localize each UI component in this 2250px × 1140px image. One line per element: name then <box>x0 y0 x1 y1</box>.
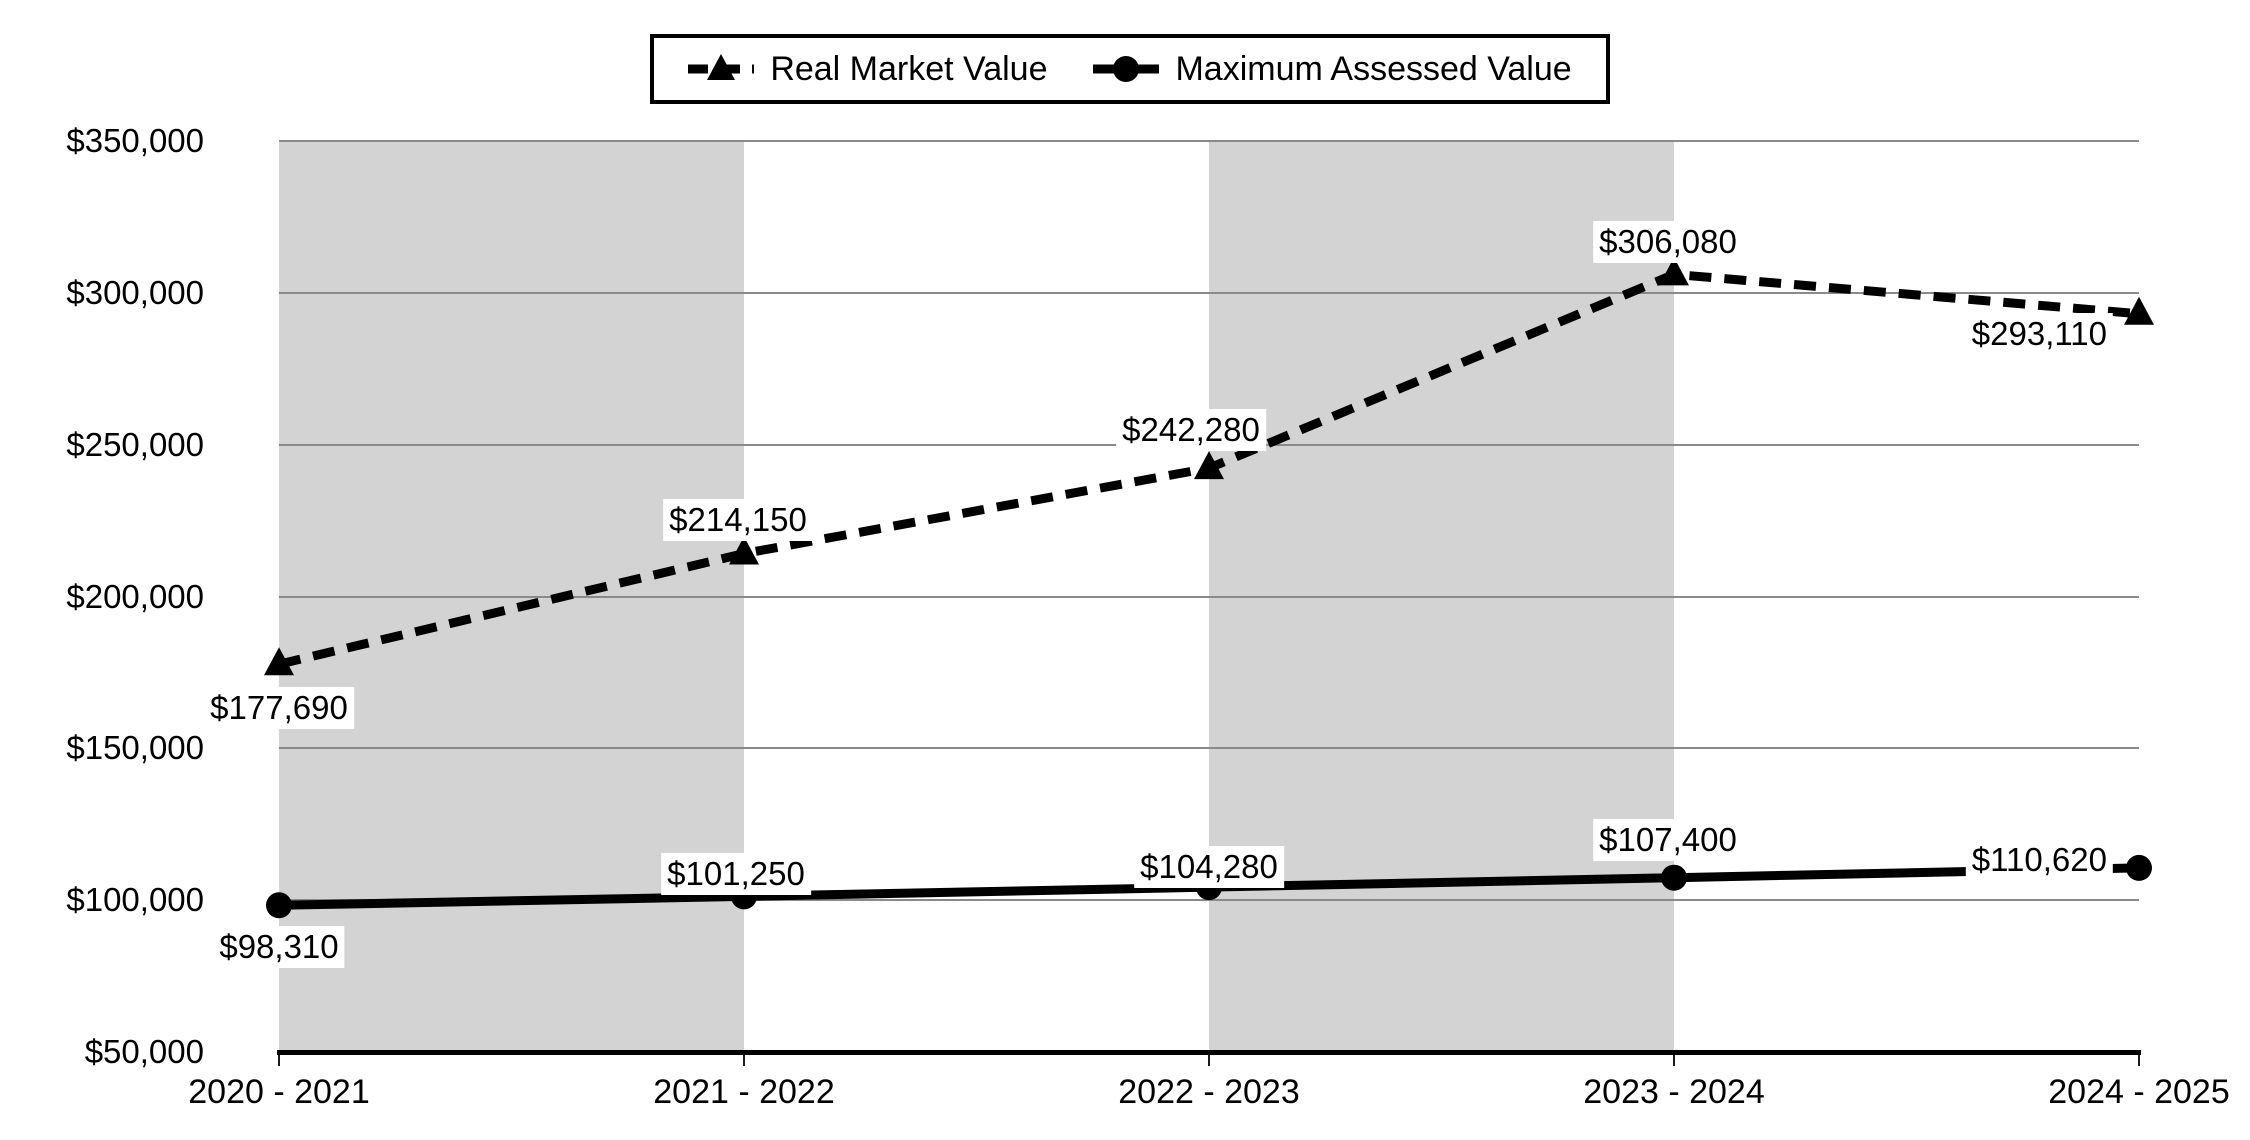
triangle-marker-icon <box>2124 296 2154 325</box>
axis-tick <box>1208 1055 1210 1066</box>
x-axis-tick-label: 2021 - 2022 <box>653 1073 835 1111</box>
circle-marker-icon <box>2126 854 2152 881</box>
y-axis: $350,000 $300,000 $250,000 $200,000 $150,000… <box>0 0 204 1140</box>
data-label: $214,150 <box>663 498 813 541</box>
y-axis-tick-label: $250,000 <box>66 425 204 463</box>
x-axis-tick-label: 2023 - 2024 <box>1583 1073 1765 1111</box>
gridline <box>279 747 2139 750</box>
x-axis-line <box>277 1050 2141 1055</box>
axis-tick <box>1673 1055 1675 1066</box>
legend-label-real-market-value: Real Market Value <box>770 50 1048 88</box>
legend-item-maximum-assessed-value: Maximum Assessed Value <box>1093 50 1572 88</box>
x-axis-tick-label: 2020 - 2021 <box>188 1073 370 1111</box>
data-label: $107,400 <box>1593 818 1743 861</box>
data-label: $110,620 <box>1965 838 2113 881</box>
y-axis-tick-label: $100,000 <box>66 881 204 919</box>
triangle-marker-icon <box>729 536 759 565</box>
y-axis-tick-label: $300,000 <box>66 273 204 311</box>
triangle-marker-icon <box>264 647 294 676</box>
x-axis-tick-label: 2022 - 2023 <box>1118 1073 1300 1111</box>
legend-label-maximum-assessed-value: Maximum Assessed Value <box>1175 50 1572 88</box>
data-label: $177,690 <box>204 687 354 730</box>
legend-item-real-market-value: Real Market Value <box>688 51 1047 87</box>
data-label: $293,110 <box>1965 312 2113 355</box>
plot-area: $177,690 $214,150 $242,280 $306,080 $293,110… <box>204 140 2154 1066</box>
y-axis-tick-label: $50,000 <box>84 1033 204 1070</box>
series-plot-svg <box>264 257 2154 919</box>
data-label: $306,080 <box>1593 221 1743 264</box>
axis-tick <box>743 1055 745 1066</box>
y-axis-tick-label: $150,000 <box>66 729 204 767</box>
legend: Real Market Value Maximum Assessed Value <box>650 34 1610 104</box>
y-axis-tick-label: $350,000 <box>66 122 204 159</box>
circle-marker-icon <box>266 892 292 919</box>
y-axis-tick-label: $200,000 <box>66 577 204 615</box>
gridline <box>279 140 2139 142</box>
circle-marker-icon <box>1661 864 1687 891</box>
x-axis-tick-label: 2024 - 2025 <box>2048 1073 2230 1111</box>
gridline <box>279 291 2139 294</box>
axis-tick <box>278 1055 280 1066</box>
data-label: $98,310 <box>213 926 345 969</box>
gridline <box>279 595 2139 598</box>
axis-tick <box>2138 1055 2140 1066</box>
data-label: $101,250 <box>661 853 811 896</box>
triangle-marker-icon <box>1194 451 1224 480</box>
triangle-marker-icon <box>1659 257 1689 286</box>
data-label: $104,280 <box>1134 846 1284 889</box>
data-label: $242,280 <box>1116 409 1266 452</box>
x-axis: 2020 - 2021 2021 - 2022 2022 - 2023 2023 - … <box>0 1072 2250 1116</box>
solid-line-circle-marker-icon <box>1093 56 1160 82</box>
dashed-line-triangle-marker-icon <box>688 54 755 80</box>
